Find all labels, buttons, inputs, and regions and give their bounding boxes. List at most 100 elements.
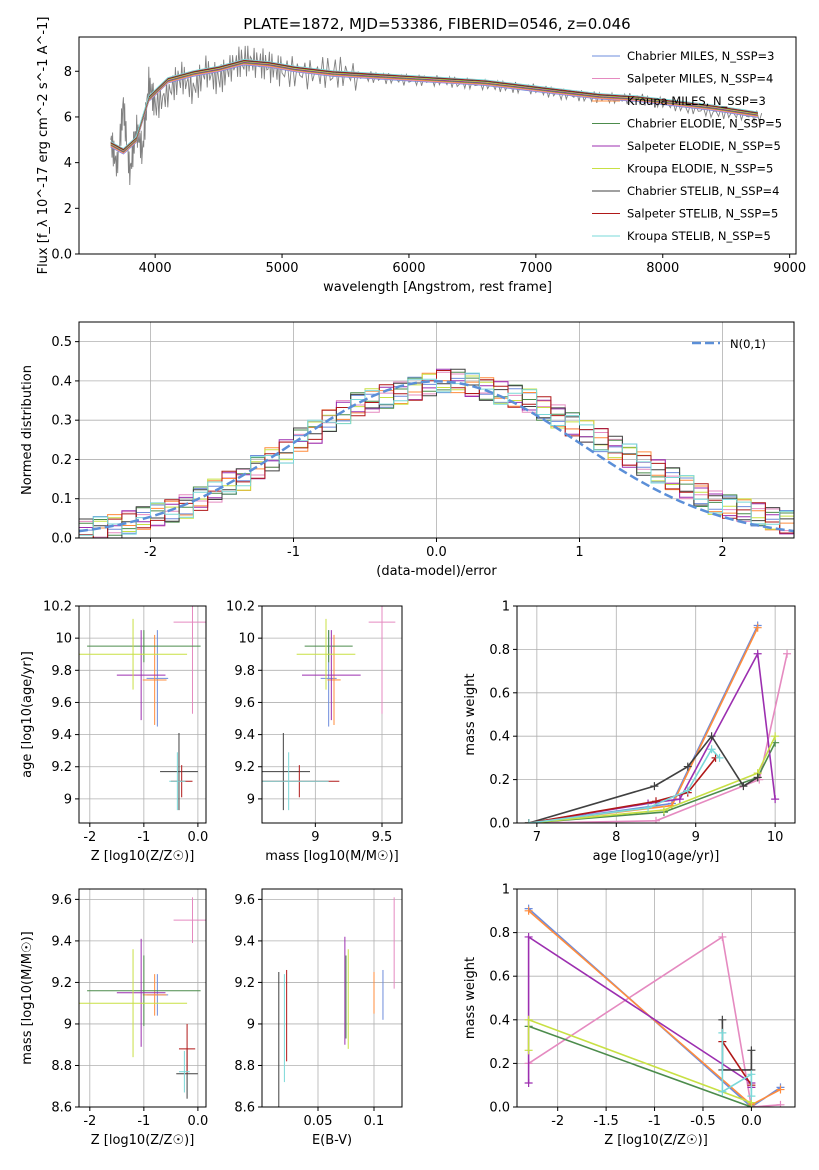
y-tick-label: 0.4 <box>489 1013 510 1028</box>
spectrum-model-line <box>110 61 758 152</box>
weight-marker <box>524 819 533 823</box>
weight-marker <box>718 1028 727 1037</box>
x-tick-label: 6000 <box>392 261 425 276</box>
weight-marker <box>747 1092 756 1101</box>
weight-marker <box>776 1100 785 1107</box>
legend-entry: Salpeter STELIB, N_SSP=5 <box>627 207 778 221</box>
histogram-legend: N(0,1) <box>692 337 766 351</box>
plot-area <box>262 606 396 811</box>
y-tick-label: 9.6 <box>234 696 255 711</box>
y-tick-label: 9.4 <box>234 728 255 743</box>
x-tick-label: 4000 <box>139 261 172 276</box>
y-tick-label: 8.6 <box>234 1101 255 1116</box>
weight-marker <box>771 795 780 804</box>
weight-marker <box>747 1046 756 1055</box>
weight-line <box>721 1032 753 1097</box>
weight-marker <box>753 773 762 782</box>
legend-entry: Chabrier ELODIE, N_SSP=5 <box>627 117 782 131</box>
x-tick-label: 5000 <box>265 261 298 276</box>
x-tick-label: -2 <box>83 1114 96 1129</box>
weight-marker <box>753 623 762 632</box>
y-tick-label: 0.0 <box>51 248 72 263</box>
weight-marker <box>524 1015 533 1024</box>
weight-marker <box>755 775 764 784</box>
weight-marker <box>524 1079 533 1088</box>
legend-entry: Kroupa ELODIE, N_SSP=5 <box>627 162 773 176</box>
y-tick-label: 0.5 <box>51 335 72 350</box>
y-tick-label: 9 <box>247 1017 255 1032</box>
y-tick-label: 9.4 <box>51 728 72 743</box>
y-tick-label: 9.2 <box>51 976 72 991</box>
x-tick-label: 0.0 <box>426 545 447 560</box>
weight-marker <box>644 803 653 812</box>
x-tick-label: 2 <box>718 545 726 560</box>
spectrum-model-line <box>110 60 758 151</box>
weight-marker <box>707 745 716 754</box>
panel-age-vs-mass: 9 9.5 9 9.2 9.4 9.6 9.8 10 10.2 mass [log10(M/M☉)… <box>226 600 403 864</box>
y-tick-label: 9.4 <box>234 934 255 949</box>
weight-marker <box>739 782 748 791</box>
y-tick-label: 0.0 <box>489 817 510 832</box>
spectrum-model-line <box>110 58 758 150</box>
y-tick-label: 0.6 <box>489 970 510 985</box>
weight-marker <box>650 782 659 791</box>
y-axis-label: mass weight <box>463 673 478 755</box>
weight-line <box>528 1025 752 1107</box>
weight-marker <box>675 795 684 804</box>
y-tick-label: 0.4 <box>489 730 510 745</box>
x-tick-label: 9.5 <box>372 830 393 845</box>
spectrum-model-line <box>110 63 758 154</box>
x-tick-label: 9 <box>692 830 700 845</box>
panel-age-vs-Z: -2 -1 0.0 9 9.2 9.4 9.6 9.8 10 10.2 Z [log10(Z/Z☉)… <box>20 600 208 865</box>
weight-marker <box>683 786 692 795</box>
x-tick-label: -0.5 <box>690 1114 715 1129</box>
weight-line <box>527 935 753 1088</box>
x-tick-label: -1 <box>137 1114 150 1129</box>
weight-line <box>528 651 776 823</box>
x-axis-label: wavelength [Angstrom, rest frame] <box>323 280 552 295</box>
legend-entry: Salpeter MILES, N_SSP=4 <box>627 72 773 86</box>
y-axis-label: Flux [f_λ 10^-17 erg cm^-2 s^-1 A^-1] <box>36 17 51 275</box>
x-tick-label: -1 <box>287 545 300 560</box>
y-tick-label: 0.0 <box>51 532 72 547</box>
figure-title: PLATE=1872, MJD=53386, FIBERID=0546, z=0… <box>243 15 630 33</box>
y-tick-label: 0.2 <box>489 773 510 788</box>
legend-entry: Chabrier MILES, N_SSP=3 <box>627 49 774 63</box>
weight-marker <box>718 1015 727 1024</box>
y-tick-label: 4 <box>64 156 72 171</box>
x-tick-label: 0.05 <box>304 1114 333 1129</box>
x-tick-label: 9 <box>311 830 319 845</box>
histogram-step <box>79 372 794 536</box>
axes-frame <box>78 605 207 824</box>
y-tick-label: 10.2 <box>43 600 72 615</box>
axes-frame <box>78 888 207 1108</box>
x-tick-label: 7 <box>533 830 541 845</box>
y-tick-label: 9.8 <box>51 664 72 679</box>
y-tick-label: 9.6 <box>51 696 72 711</box>
axes-frame <box>516 605 796 824</box>
y-tick-label: 0.1 <box>51 492 72 507</box>
y-tick-label: 9 <box>247 792 255 807</box>
spectrum-model-line <box>110 62 758 153</box>
weight-marker <box>652 816 660 823</box>
y-tick-label: 8 <box>64 65 72 80</box>
x-tick-label: -1 <box>648 1114 661 1129</box>
y-tick-label: 9.4 <box>51 934 72 949</box>
weight-marker <box>771 732 780 741</box>
weight-marker <box>659 805 668 814</box>
x-tick-label: 9000 <box>773 261 806 276</box>
panel-mass-vs-EBV: 0.05 0.1 8.6 8.8 9 9.2 9.4 9.6 E(B-V) <box>234 888 403 1148</box>
plot-area <box>79 606 206 811</box>
x-tick-label: 0.0 <box>741 1114 762 1129</box>
y-tick-label: 1 <box>502 883 510 898</box>
weight-marker <box>524 906 533 915</box>
weight-line <box>528 735 776 823</box>
legend-entry: Chabrier STELIB, N_SSP=4 <box>627 184 779 198</box>
legend-entry: N(0,1) <box>730 337 766 351</box>
y-axis-label: Normed distribution <box>20 365 35 495</box>
y-tick-label: 9 <box>64 1017 72 1032</box>
weight-line <box>528 653 788 823</box>
weight-marker <box>747 1070 756 1079</box>
histogram-step <box>79 370 794 538</box>
legend-entry: Kroupa STELIB, N_SSP=5 <box>627 229 771 243</box>
